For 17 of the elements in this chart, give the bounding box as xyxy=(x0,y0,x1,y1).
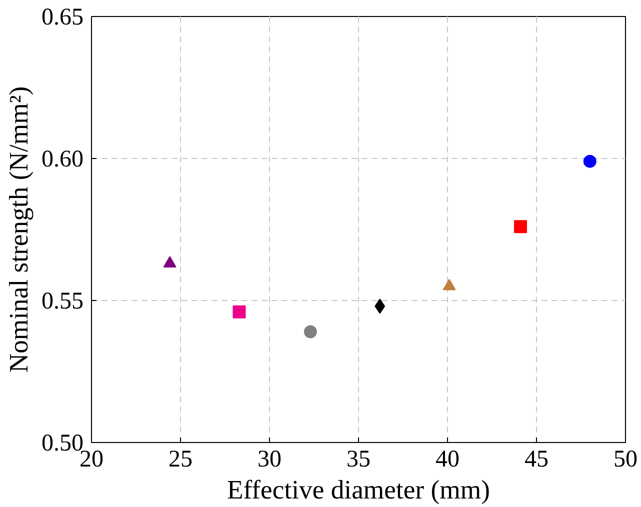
point xyxy=(583,154,596,168)
y-tick-label: 0.60 xyxy=(42,146,84,172)
x-tick-label: 50 xyxy=(614,446,638,472)
point xyxy=(514,220,527,234)
point xyxy=(232,305,246,318)
x-tick-label: 35 xyxy=(346,446,370,472)
x-axis-title: Effective diameter (mm) xyxy=(227,474,490,504)
x-tick-label: 30 xyxy=(258,446,282,472)
point xyxy=(163,256,176,268)
y-axis-title: Nominal strength (N/mm²) xyxy=(4,86,34,373)
point xyxy=(374,298,386,314)
x-tick-label: 40 xyxy=(436,446,460,472)
x-tick-label: 45 xyxy=(524,446,548,472)
point xyxy=(304,325,317,338)
x-tick-label: 25 xyxy=(168,446,192,472)
y-tick-label: 0.65 xyxy=(42,4,84,30)
y-tick-label: 0.55 xyxy=(42,288,84,314)
